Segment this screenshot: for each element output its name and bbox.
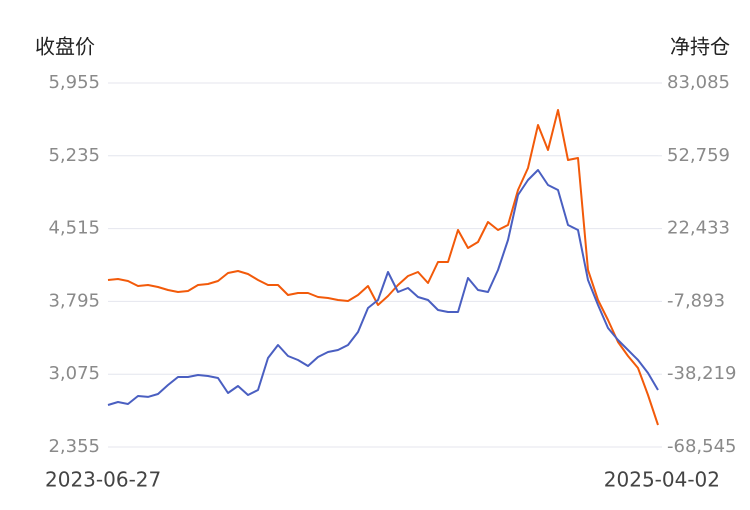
y2-axis-title: 净持仓 — [670, 35, 730, 59]
x-tick-label: 2025-04-02 — [604, 468, 720, 492]
y-tick-label: 4,515 — [48, 218, 100, 239]
y-axis-title: 收盘价 — [35, 35, 95, 59]
y2-tick-label: 83,085 — [667, 72, 730, 93]
y-tick-label: 3,795 — [48, 290, 100, 311]
y2-tick-label: 22,433 — [667, 218, 730, 239]
y-tick-label: 3,075 — [48, 363, 100, 384]
y2-tick-label: 52,759 — [667, 145, 730, 166]
y2-tick-label: -7,893 — [667, 290, 725, 311]
y-tick-label: 5,955 — [48, 72, 100, 93]
y2-tick-label: -38,219 — [667, 363, 736, 384]
series-line — [107, 169, 659, 406]
y-tick-label: 5,235 — [48, 145, 100, 166]
x-tick-label: 2023-06-27 — [45, 468, 161, 492]
series-line — [107, 109, 659, 426]
y2-tick-label: -68,545 — [667, 436, 736, 457]
y-tick-label: 2,355 — [48, 436, 100, 457]
